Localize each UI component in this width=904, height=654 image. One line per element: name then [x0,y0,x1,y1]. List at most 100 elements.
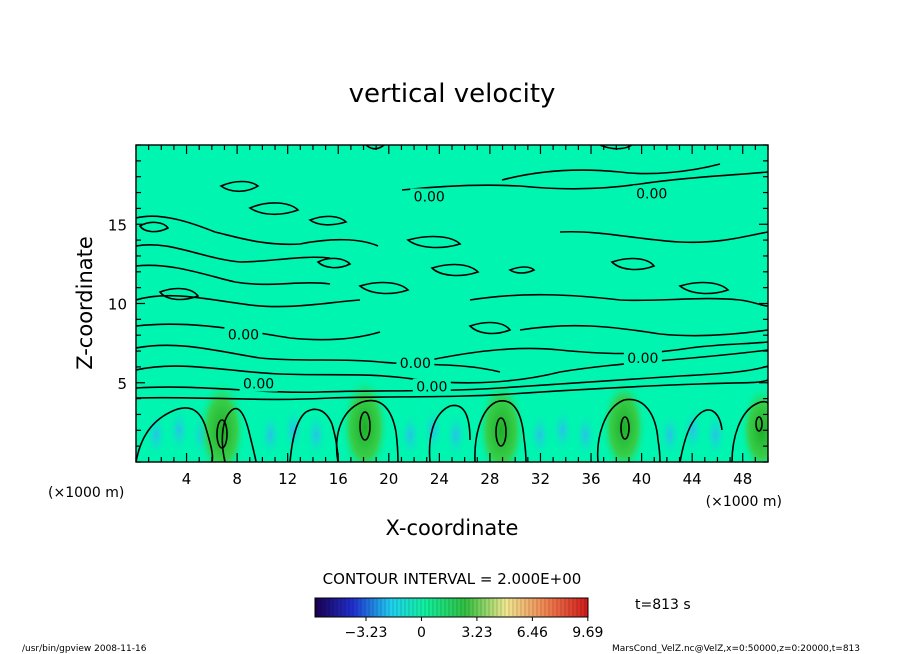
x-unit-left: (×1000 m) [48,485,124,501]
updraft-core [601,378,647,462]
colorbar: −3.23 0 3.23 6.46 9.69 [314,597,603,641]
y-axis: 5 10 15 [108,144,768,463]
contour-line [429,341,768,361]
y-axis-label: Z-coordinate [73,236,97,370]
contour-label-bg [410,188,449,205]
contour-label: 0.00 [243,377,274,393]
downdraft-blob [259,411,282,460]
downdraft-blob [167,406,190,455]
contour-line [359,411,371,441]
contour-label: 0.00 [414,189,445,205]
contour-line [599,145,633,150]
contour-line [430,263,480,277]
contour-label: 0.00 [416,380,447,396]
downdraft-blob [704,411,727,460]
contour-label: 0.00 [636,186,667,202]
downdraft-regions [145,406,727,460]
contour-line [136,344,501,373]
contour-line [136,323,381,341]
downdraft-blob [305,411,328,460]
updraft-core [197,379,247,462]
contour-label: 0.00 [627,351,658,367]
contour-line [335,399,399,462]
x-axis: 4 8 12 16 20 24 28 32 36 40 44 48 [135,145,769,488]
colorbar-ticks: −3.23 0 3.23 6.46 9.69 [345,617,603,641]
contour-line [136,244,331,263]
contour-label-bg [396,354,435,371]
downdraft-blob [528,411,551,460]
contour-line [678,281,730,295]
contour-line [501,163,721,181]
y-tick-label: 10 [108,296,127,314]
downdraft-blob [551,406,574,455]
colorbar-gradient [314,597,589,618]
x-tick-label: 24 [430,470,449,488]
contour-line [136,407,214,462]
contour-line [221,407,257,462]
contour-label-bg [632,185,671,202]
colorbar-tick-label: 3.23 [461,625,492,641]
contour-line [519,324,768,337]
contour-line [474,400,527,462]
contour-line [308,215,348,226]
contour-line [755,416,763,432]
downdraft-blob [574,411,597,460]
colorbar-tick-label: 6.46 [517,625,548,641]
footer-left: /usr/bin/gpview 2008-11-16 [22,644,147,654]
contour-lines [136,145,768,462]
contour-line [495,417,507,447]
contour-line [620,416,630,440]
downdraft-blob [422,406,445,455]
downdraft-blob [399,411,422,460]
contour-line [138,221,170,233]
x-unit-right: (×1000 m) [706,494,782,510]
contour-line [610,257,656,271]
colorbar-stripes [316,599,586,616]
updraft-core [477,379,526,462]
contour-line [469,293,768,307]
contour-labels: 0.00 0.00 0.00 0.00 0.00 0.00 0.00 [224,185,671,396]
contour-line [596,398,661,462]
x-tick-label: 16 [329,470,348,488]
x-axis-label: X-coordinate [386,516,519,540]
plot-field: 0.00 0.00 0.00 0.00 0.00 0.00 0.00 [136,145,768,462]
x-tick-label: 8 [232,470,242,488]
contour-label: 0.00 [400,356,431,372]
x-tick-label: 4 [182,470,192,488]
contour-label-bg [412,378,451,395]
x-tick-label: 40 [632,470,651,488]
contour-label: 0.00 [228,327,259,343]
contour-line [559,230,768,244]
contour-interval-text: CONTOUR INTERVAL = 2.000E+00 [323,570,582,588]
contour-line [216,419,228,449]
x-tick-label: 44 [683,470,702,488]
downdraft-blob [659,411,682,460]
contour-line [358,281,410,295]
x-tick-label: 48 [733,470,752,488]
downdraft-blob [681,406,704,455]
y-tick-label: 15 [108,216,127,234]
downdraft-blob [444,411,467,460]
colorbar-tick-label: 9.69 [572,625,603,641]
contour-line [401,171,768,191]
x-tick-label: 20 [379,470,398,488]
contour-line [468,321,512,335]
x-tick-label: 28 [480,470,499,488]
contour-line [508,266,536,274]
contour-line [136,294,361,308]
downdraft-blob [282,406,305,455]
contour-label-bg [239,375,278,392]
contour-line [136,215,379,247]
contour-line [731,400,768,462]
updraft-core [740,384,768,462]
contour-label-bg [623,350,662,367]
contour-line [136,379,768,401]
time-label: t=813 s [635,597,691,613]
chart-title: vertical velocity [349,79,556,109]
footer-right: MarsCond_VelZ.nc@VelZ,x=0:50000,z=0:2000… [612,644,860,654]
colorbar-tick-label: 0 [417,625,426,641]
contour-line [428,404,471,462]
contour-line [158,287,200,301]
contour-line [219,180,260,193]
